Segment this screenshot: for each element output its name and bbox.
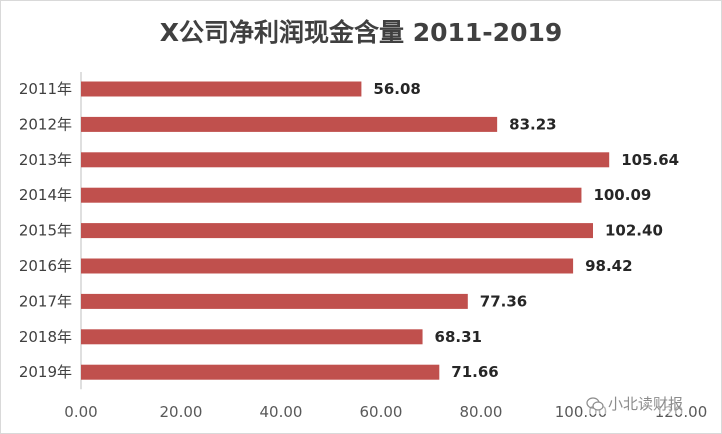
data-label: 102.40 xyxy=(605,222,663,240)
x-tick-label: 80.00 xyxy=(460,403,503,421)
category-label: 2016年 xyxy=(19,257,72,275)
bar xyxy=(81,329,423,345)
bar xyxy=(81,223,593,239)
bar xyxy=(81,293,468,309)
data-label: 77.36 xyxy=(480,292,527,310)
wechat-icon xyxy=(586,396,604,411)
category-label: 2012年 xyxy=(19,115,72,133)
x-tick-label: 20.00 xyxy=(160,403,203,421)
category-label: 2018年 xyxy=(19,328,72,346)
category-label: 2011年 xyxy=(19,80,72,98)
category-label: 2017年 xyxy=(19,292,72,310)
data-label: 100.09 xyxy=(593,186,651,204)
data-label: 71.66 xyxy=(451,363,498,381)
category-label: 2019年 xyxy=(19,363,72,381)
category-label: 2013年 xyxy=(19,151,72,169)
bar xyxy=(81,187,582,203)
x-tick-label: 0.00 xyxy=(64,403,97,421)
bar xyxy=(81,116,498,132)
chart-title: X公司净利润现金含量 2011-2019 xyxy=(159,18,563,47)
bar xyxy=(81,81,362,97)
data-label: 98.42 xyxy=(585,257,632,275)
watermark: 小北读财报 xyxy=(586,393,684,414)
bar xyxy=(81,258,574,274)
bar xyxy=(81,364,440,380)
data-label: 56.08 xyxy=(373,80,420,98)
x-tick-label: 60.00 xyxy=(360,403,403,421)
data-label: 105.64 xyxy=(621,151,679,169)
data-label: 83.23 xyxy=(509,115,556,133)
data-label: 68.31 xyxy=(435,328,482,346)
x-tick-label: 40.00 xyxy=(260,403,303,421)
category-label: 2014年 xyxy=(19,186,72,204)
watermark-text: 小北读财报 xyxy=(608,395,684,413)
bar xyxy=(81,152,610,168)
category-label: 2015年 xyxy=(19,222,72,240)
